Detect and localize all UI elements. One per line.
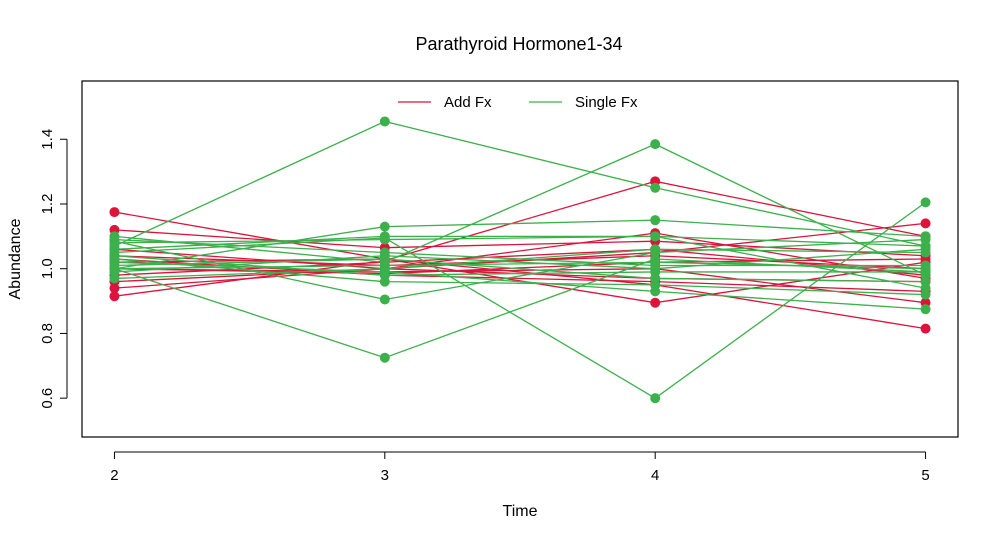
series-line-22 xyxy=(114,235,926,247)
x-tick-label: 4 xyxy=(651,467,659,484)
legend-label-0: Add Fx xyxy=(444,94,492,111)
series-line-14 xyxy=(114,143,926,276)
series-line-21 xyxy=(114,258,926,296)
series-line-1 xyxy=(114,229,926,257)
data-point xyxy=(920,323,931,334)
data-point xyxy=(920,276,931,287)
series-line-15 xyxy=(114,201,926,399)
data-point xyxy=(109,234,120,245)
series-line-0 xyxy=(114,211,926,304)
data-point xyxy=(650,260,661,271)
y-tick-label: 1.4 xyxy=(39,129,56,150)
plot-area: 2 3 4 5 0.6 0.8 1.0 1.2 1.4 xyxy=(39,80,959,484)
data-point xyxy=(109,260,120,271)
data-point xyxy=(650,182,661,193)
x-axis-label: Time xyxy=(503,503,538,520)
data-point xyxy=(920,218,931,229)
y-axis-label: Abundance xyxy=(7,218,24,299)
data-point xyxy=(379,116,390,127)
series-line-12 xyxy=(114,120,926,247)
x-tick-label: 3 xyxy=(381,467,389,484)
data-point xyxy=(650,139,661,150)
data-point xyxy=(109,291,120,302)
chart-title: Parathyroid Hormone1-34 xyxy=(415,34,622,54)
x-tick-label: 2 xyxy=(110,467,118,484)
data-point xyxy=(650,297,661,308)
data-point xyxy=(109,250,120,261)
data-point xyxy=(650,244,661,255)
data-point xyxy=(920,260,931,271)
data-point xyxy=(920,197,931,208)
data-point xyxy=(920,247,931,258)
data-point xyxy=(650,215,661,226)
plot-frame xyxy=(81,80,959,438)
y-tick-label: 1.2 xyxy=(39,194,56,215)
data-point xyxy=(379,270,390,281)
y-tick-label: 0.6 xyxy=(39,388,56,409)
data-point xyxy=(920,289,931,300)
series-line-10 xyxy=(114,232,926,283)
series-line-9 xyxy=(114,258,926,275)
y-tick-label: 0.8 xyxy=(39,323,56,344)
series-line-17 xyxy=(114,219,926,270)
data-point xyxy=(650,231,661,242)
data-point xyxy=(920,304,931,315)
series-line-27 xyxy=(114,238,926,267)
data-point xyxy=(379,221,390,232)
data-point xyxy=(650,393,661,404)
x-tick-label: 5 xyxy=(921,467,929,484)
series-line-25 xyxy=(114,255,926,276)
data-point xyxy=(650,273,661,284)
legend: Add Fx Single Fx xyxy=(398,94,638,111)
y-tick-label: 1.0 xyxy=(39,258,56,279)
legend-label-1: Single Fx xyxy=(575,94,638,111)
data-point xyxy=(109,207,120,218)
data-point xyxy=(379,247,390,258)
series-line-26 xyxy=(114,258,926,283)
data-point xyxy=(920,231,931,242)
data-point xyxy=(109,273,120,284)
data-point xyxy=(379,294,390,305)
series-line-18 xyxy=(114,235,926,289)
series-line-20 xyxy=(114,248,926,273)
data-point xyxy=(379,234,390,245)
data-point xyxy=(379,352,390,363)
